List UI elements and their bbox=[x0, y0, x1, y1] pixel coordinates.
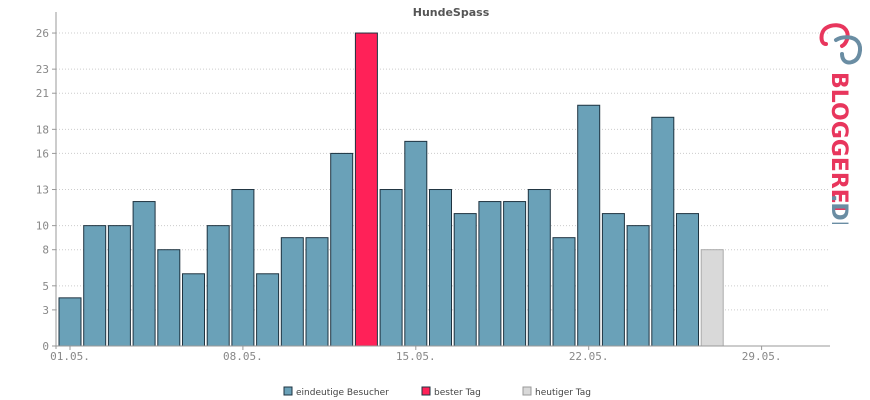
bar-best-day bbox=[354, 32, 378, 347]
bar bbox=[157, 249, 181, 347]
x-tick-label: 01.05. bbox=[50, 350, 90, 363]
bar bbox=[503, 201, 527, 347]
y-tick-label: 5 bbox=[42, 280, 49, 293]
bar bbox=[132, 201, 156, 347]
legend-label: heutiger Tag bbox=[535, 388, 591, 398]
legend-label: eindeutige Besucher bbox=[296, 388, 389, 398]
legend: eindeutige Besucher bester Tag heutiger Ta… bbox=[283, 386, 591, 398]
y-tick-label: 23 bbox=[36, 63, 49, 76]
y-tick-label: 13 bbox=[36, 184, 49, 197]
bar bbox=[305, 237, 329, 347]
bar bbox=[379, 189, 403, 347]
bar bbox=[256, 273, 280, 347]
bar bbox=[552, 237, 576, 347]
y-tick-label: 8 bbox=[42, 244, 49, 257]
bar bbox=[453, 213, 477, 347]
bar bbox=[676, 213, 699, 347]
logo-word: BLOGGEREI bbox=[826, 72, 851, 212]
bar bbox=[404, 140, 428, 347]
bar bbox=[330, 152, 354, 347]
bar bbox=[429, 189, 452, 347]
x-tick-label: 22.05. bbox=[569, 350, 609, 363]
bars bbox=[58, 32, 724, 347]
bar bbox=[478, 201, 502, 347]
bar bbox=[58, 297, 82, 347]
y-tick-label: 0 bbox=[42, 340, 49, 353]
bar bbox=[527, 189, 551, 347]
y-tick-label: 21 bbox=[36, 87, 49, 100]
bar bbox=[651, 116, 675, 347]
bar-today bbox=[700, 249, 724, 347]
legend-swatch bbox=[421, 386, 431, 396]
logo-mark-icon bbox=[819, 23, 862, 65]
y-tick-labels: 0 3 5 8 10 13 16 18 21 23 26 bbox=[36, 27, 49, 353]
bar bbox=[206, 225, 230, 347]
x-tick-labels: 01.05. 08.05. 15.05. 22.05. 29.05. bbox=[50, 350, 781, 363]
y-tick-label: 10 bbox=[36, 220, 49, 233]
bar bbox=[280, 237, 304, 347]
bar bbox=[107, 225, 131, 347]
bar bbox=[83, 225, 107, 347]
bar bbox=[626, 225, 650, 347]
bar bbox=[231, 189, 255, 347]
logo-suffix: .DE bbox=[826, 194, 851, 224]
chart-title: HundeSpass bbox=[413, 6, 490, 19]
y-tick-label: 18 bbox=[36, 123, 49, 136]
y-tick-label: 3 bbox=[42, 304, 49, 317]
x-tick-label: 08.05. bbox=[223, 350, 263, 363]
legend-swatch bbox=[522, 386, 532, 396]
x-tick-label: 15.05. bbox=[396, 350, 436, 363]
axes bbox=[52, 12, 830, 350]
legend-label: bester Tag bbox=[434, 388, 481, 398]
y-tick-label: 16 bbox=[36, 147, 49, 160]
bloggerei-logo: BLOGGEREI .DE bbox=[812, 14, 870, 236]
bar bbox=[182, 273, 205, 347]
y-tick-label: 26 bbox=[36, 27, 49, 40]
bar bbox=[601, 213, 625, 347]
bar bbox=[577, 104, 601, 347]
legend-swatch bbox=[283, 386, 293, 396]
x-tick-label: 29.05. bbox=[742, 350, 782, 363]
